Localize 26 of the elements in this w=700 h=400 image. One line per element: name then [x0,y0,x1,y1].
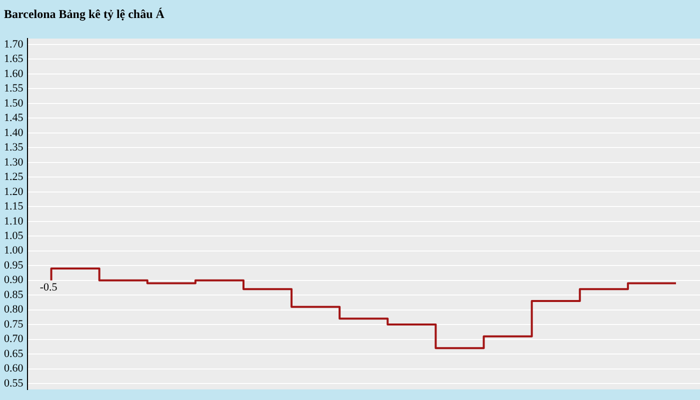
y-tick-label: 0.70 [4,333,24,346]
annotation: -0.5 [40,282,58,294]
y-tick-label: 1.10 [4,215,24,228]
y-tick-label: 0.85 [4,288,24,301]
y-tick-label: 0.55 [4,377,24,390]
y-tick-label: 0.80 [4,304,24,316]
y-tick-label: 1.20 [4,186,24,198]
y-tick-label: 0.95 [4,259,24,272]
y-tick-label: 1.65 [4,53,24,66]
y-tick-label: 1.35 [4,142,24,154]
y-tick-label: 1.05 [4,230,24,242]
chart-title: Barcelona Bảng kê tỷ lệ châu Á [3,6,166,23]
y-tick-label: 1.30 [4,156,24,168]
y-tick-label: 0.60 [4,362,24,375]
y-tick-label: 1.70 [4,38,24,50]
y-tick-label: 1.25 [4,171,24,184]
y-tick-label: 0.90 [4,274,24,286]
y-tick-label: 1.00 [4,244,24,257]
y-tick-label: 0.65 [4,348,24,360]
y-tick-label: 1.60 [4,68,24,80]
y-tick-label: 1.45 [4,112,24,124]
y-tick-label: 0.75 [4,318,24,330]
y-tick-label: 1.15 [4,200,24,213]
y-tick-label: 1.50 [4,97,24,110]
y-tick-label: 1.40 [4,126,24,139]
y-tick-label: 1.55 [4,82,24,95]
